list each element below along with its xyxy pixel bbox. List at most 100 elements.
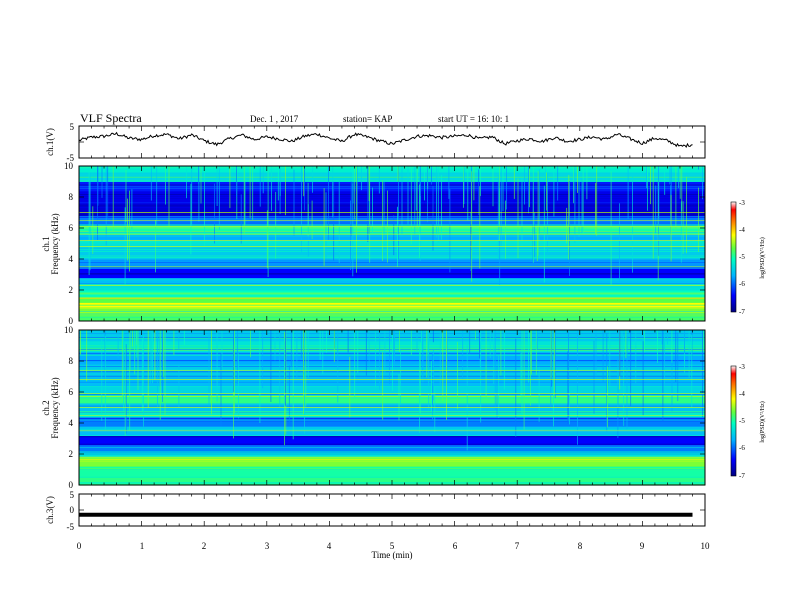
xtick-8: 8: [578, 541, 583, 551]
spectrogram-streak: [267, 168, 269, 277]
ch1-freq-label: Frequency (kHz): [50, 213, 60, 274]
spectrogram-streak: [617, 384, 619, 439]
spectrogram-streak: [677, 332, 679, 402]
spectrogram-striation: [79, 468, 705, 470]
spectrogram-streak: [644, 330, 645, 353]
spectrogram-streak: [419, 342, 421, 414]
spectrogram-streak: [410, 330, 412, 356]
spectrogram-streak: [259, 330, 261, 423]
spectrogram-striation: [79, 444, 705, 445]
spectrogram-streak: [101, 339, 103, 421]
spectrogram-streak: [198, 166, 200, 222]
spectrogram-streak: [293, 169, 295, 236]
spectrogram-striation: [79, 255, 705, 257]
spectrogram-streak: [577, 330, 578, 445]
spectrogram-streak: [466, 345, 468, 451]
spectrogram-streak: [150, 166, 152, 201]
spectrogram-streak: [259, 166, 261, 207]
spectrogram-streak: [183, 330, 185, 345]
spectrogram-streak: [415, 166, 417, 211]
spectrogram-streak: [244, 166, 246, 226]
spectrogram-streak: [372, 187, 373, 233]
spectrogram-streak: [688, 330, 690, 379]
spectrogram-streak: [240, 194, 242, 244]
spectrogram-streak: [162, 330, 163, 403]
spectrogram-streak: [528, 166, 529, 214]
spectrogram-streak: [582, 166, 584, 234]
spectrogram-striation: [79, 381, 705, 383]
spectrogram-streak: [127, 198, 128, 261]
spectrogram-streak: [354, 166, 356, 220]
spectrogram-streak: [568, 175, 570, 260]
spectrogram-streak: [681, 166, 683, 212]
spectrogram-streak: [441, 174, 442, 240]
spectrogram-striation: [79, 311, 705, 312]
spectrogram-streak: [304, 166, 305, 211]
start-ut-label: start UT = 16: 10: 1: [438, 114, 509, 124]
spectrogram-streak: [463, 166, 465, 204]
spectrogram-striation: [79, 409, 705, 411]
spectrogram-streak: [80, 330, 81, 355]
spectrogram-streak: [702, 330, 703, 418]
spectrogram-streak: [147, 330, 149, 408]
spectrogram-streak: [159, 335, 161, 387]
spectrogram-streak: [567, 351, 569, 424]
spectrogram-streak: [669, 166, 671, 185]
spectrogram-streak: [125, 169, 127, 223]
spectrogram-streak: [555, 166, 557, 177]
spectrogram-streak: [221, 330, 223, 371]
spectrogram-streak: [234, 330, 235, 414]
spectrogram-streak: [369, 166, 371, 263]
spectrogram-striation: [79, 408, 705, 410]
spectrogram-striation: [79, 451, 705, 453]
spectrogram-streak: [407, 166, 409, 225]
ch1-spectrogram-bands: [79, 166, 705, 322]
spectrogram-streak: [274, 330, 276, 361]
ch1-spec-label: ch.1: [41, 236, 51, 251]
spectrogram-band: [79, 416, 705, 427]
spectrogram-streak: [216, 166, 218, 206]
spectrogram-streak: [414, 166, 416, 235]
spectrogram-striation: [79, 231, 705, 233]
spectrogram-striation: [79, 412, 705, 413]
spectrogram-streak: [173, 330, 175, 356]
spectrogram-striation: [79, 427, 705, 429]
spectrogram-streak: [420, 166, 421, 218]
ch1-cb-tick-m6: -6: [739, 280, 745, 288]
ch3-ylabel: ch.3(V): [45, 496, 55, 524]
spectrogram-band: [79, 457, 705, 467]
spectrogram-streak: [553, 166, 555, 217]
spectrogram-streak: [500, 166, 502, 247]
spectrogram-streak: [357, 330, 359, 373]
spectrogram-streak: [333, 181, 335, 261]
spectrogram-streak: [442, 330, 444, 402]
spectrogram-streak: [352, 183, 354, 277]
spectrogram-band: [79, 259, 705, 269]
spectrogram-striation: [79, 296, 705, 298]
ch1-spectrogram-panel: 0 2 4 6 8 10 ch.1 Frequency (kHz): [41, 161, 706, 326]
spectrogram-streak: [121, 330, 123, 402]
spectrogram-streak: [517, 178, 519, 259]
spectrogram-streak: [238, 353, 239, 419]
ch2-cb-tick-m4: -4: [739, 390, 745, 398]
spectrogram-streak: [141, 337, 143, 412]
spectrogram-streak: [178, 365, 180, 411]
spectrogram-streak: [626, 335, 628, 430]
spectrogram-streak: [625, 330, 627, 359]
spectrogram-streak: [305, 330, 307, 407]
spectrogram-striation: [79, 466, 705, 467]
spectrogram-streak: [382, 352, 384, 420]
spectrogram-streak: [703, 330, 704, 350]
spectrogram-streak: [607, 366, 608, 428]
spectrogram-streak: [275, 191, 277, 259]
spectrogram-streak: [350, 200, 351, 271]
spectrogram-streak: [532, 166, 534, 263]
spectrogram-striation: [79, 257, 705, 258]
spectrogram-streak: [252, 166, 254, 220]
spectrogram-band: [79, 302, 705, 308]
spectrogram-streak: [480, 166, 481, 197]
date-label: Dec. 1 , 2017: [250, 114, 299, 124]
spectrogram-streak: [502, 166, 504, 212]
spectrogram-streak: [577, 166, 578, 193]
spectrogram-streak: [630, 330, 632, 407]
